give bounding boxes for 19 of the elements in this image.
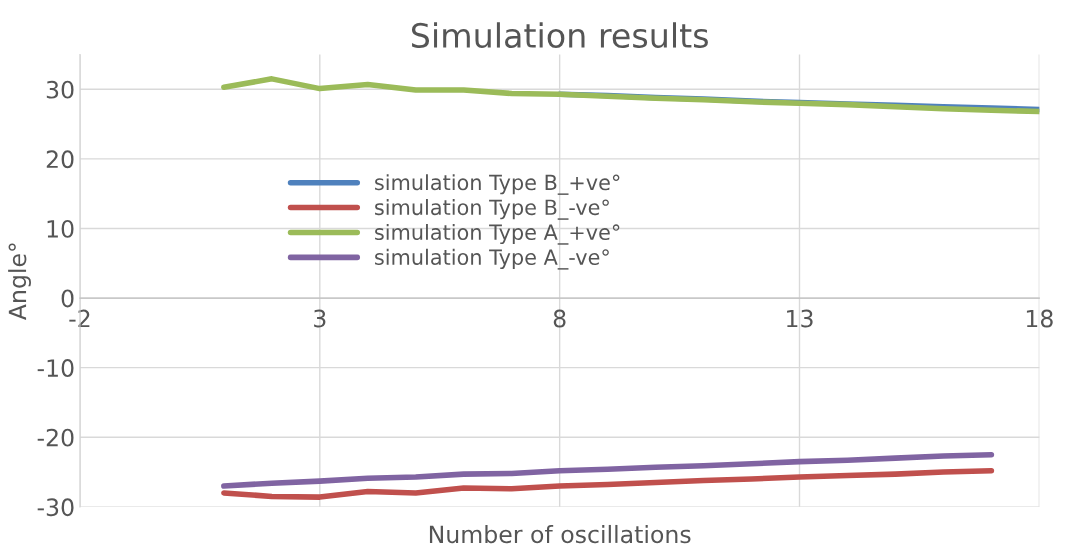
y-tick-label: -30 [37,498,74,517]
y-tick-label: 30 [46,80,74,99]
x-tick-label: 8 [553,309,566,328]
x-tick-label: 13 [787,309,813,328]
legend-label: simulation Type B_+ve° [375,174,620,195]
y-tick-label: 10 [47,219,74,238]
x-tick-label: -2 [69,309,90,328]
legend-label: simulation Type A_-ve° [375,248,609,270]
x-tick-label: 18 [1026,309,1053,328]
y-tick-label: 20 [46,150,74,169]
y-tick-label: -10 [37,359,74,377]
legend-label: simulation Type A_+ve° [375,223,620,245]
chart-title: Simulation results [411,22,708,49]
y-tick-label: 0 [61,289,74,308]
x-axis-title: Number of oscillations [429,524,691,544]
y-axis-title: Angle° [8,243,31,320]
legend-label: simulation Type B_-ve° [375,199,609,220]
y-tick-label: -20 [37,428,74,447]
x-tick-label: 3 [314,309,326,328]
